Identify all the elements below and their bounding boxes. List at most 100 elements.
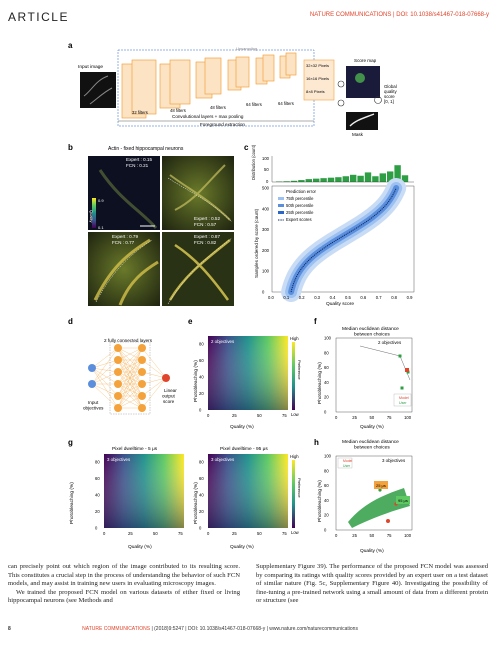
- e-xlabel: Quality (%): [230, 424, 254, 430]
- c-xtick: 0.1: [283, 295, 289, 300]
- b-f1: FCN : 0.21: [126, 163, 149, 168]
- d-edge: [117, 347, 143, 397]
- d-hidden-node: [114, 380, 122, 388]
- d-edge: [141, 359, 167, 379]
- g-pref: Preference: [297, 478, 302, 498]
- f-user-point: [400, 386, 404, 390]
- h-user-point: [378, 488, 382, 492]
- a-input-texture: [83, 75, 113, 105]
- g2-ticks-xtick: 25: [232, 531, 237, 536]
- g-ylabel1: Photobleaching (%): [69, 482, 75, 524]
- c-ytick: 100: [262, 269, 270, 274]
- c-hist-bar: [387, 171, 394, 182]
- h-badge-95: [396, 496, 410, 504]
- d-hidden-node: [114, 344, 122, 352]
- a-sum-node: [374, 96, 382, 104]
- h-legend: [337, 457, 353, 469]
- c-histogram: [276, 165, 409, 182]
- d-hidden-node: [138, 368, 146, 376]
- f-ticks-xtick: 75: [387, 415, 392, 420]
- d-input-label: Input objectives: [83, 400, 104, 411]
- a-fg-label: Foreground extraction: [200, 122, 245, 127]
- h-ticks-ytick: 60: [324, 483, 329, 488]
- e-ticks-xtick: 50: [257, 413, 262, 418]
- c-hist-bar: [335, 177, 342, 182]
- c-leg-50: 50th percentile: [286, 203, 314, 208]
- f-xlabel: Quality (%): [360, 424, 384, 430]
- e-ticks-ytick: 0: [199, 408, 202, 413]
- d-edge: [117, 347, 143, 409]
- d-edge: [91, 367, 119, 385]
- d-edge: [141, 377, 167, 397]
- d-edge: [91, 383, 119, 397]
- f-ticks-ytick: 20: [324, 395, 329, 400]
- c-hist-ytick-50: 50: [264, 167, 269, 172]
- c-xtick: 0.2: [299, 295, 305, 300]
- h-ticks-ytick: 20: [324, 513, 329, 518]
- d-edge: [117, 371, 143, 409]
- a-pix32: 32×32 Pixels: [306, 63, 329, 68]
- a-filters-48b: 48 filters: [210, 105, 226, 110]
- g2-ticks-ytick: 0: [199, 526, 202, 531]
- g2-ticks-xtick: 75: [282, 531, 287, 536]
- a-pix8: 8×8 Pixels: [306, 89, 325, 94]
- d-hidden-frame: [109, 341, 151, 415]
- c-hist-bar: [401, 175, 409, 182]
- d-edge: [91, 359, 119, 385]
- d-edge: [141, 371, 167, 379]
- label-g: g: [68, 438, 73, 447]
- d-hidden-node: [138, 380, 146, 388]
- e-ticks-ytick: 20: [199, 391, 204, 396]
- g1-ticks-xtick: 50: [153, 531, 158, 536]
- a-conv-stack: [121, 52, 297, 119]
- h-ticks-ytick: 80: [324, 468, 329, 473]
- footer-journal: NATURE COMMUNICATIONS: [82, 626, 151, 632]
- c-ytick: 0: [262, 290, 265, 295]
- e-inner: 2 objectives: [211, 339, 235, 344]
- d-input-node: [88, 380, 96, 388]
- a-filters-64a: 64 filters: [246, 102, 262, 107]
- b-f3: FCN : 0.77: [112, 240, 135, 245]
- label-e: e: [188, 317, 193, 326]
- h-ylabel: Photobleaching (%): [317, 480, 323, 522]
- a-mask-label: Mask: [352, 132, 364, 137]
- c-leg-title: Prediction error: [286, 189, 317, 194]
- c-hist-bar: [350, 174, 357, 182]
- g-xlabel2: Quality (%): [230, 544, 254, 550]
- h-leg1: Model: [343, 459, 352, 463]
- h-ticks-xtick: 75: [387, 533, 392, 538]
- journal-doi: NATURE COMMUNICATIONS | DOI: 10.1038/s41…: [309, 12, 489, 18]
- a-plus-node: [337, 80, 345, 88]
- a-pix16: 16×16 Pixels: [306, 76, 329, 81]
- d-title: 2 fully connected layers: [104, 338, 153, 343]
- c-xtick: 0.8: [391, 295, 397, 300]
- c-hist-ylabel: Distribution (count): [251, 144, 256, 180]
- a-pix-box: [303, 59, 335, 101]
- c-hist-ytick-0: 0: [266, 179, 269, 184]
- f-leg2: User: [399, 401, 407, 405]
- c-hist-bar: [364, 172, 372, 182]
- d-output-label: Linear output score: [162, 388, 177, 404]
- c-hist-bar: [298, 180, 305, 182]
- d-edge: [117, 347, 143, 385]
- g1-ticks-xtick: 25: [128, 531, 133, 536]
- c-hist-bar: [372, 176, 379, 182]
- b-f4: FCN : 0.82: [194, 240, 217, 245]
- d-edge: [117, 347, 143, 373]
- d-network: [88, 341, 170, 415]
- c-ylabel: Samples ordered by score (count): [254, 208, 259, 278]
- h-ticks-xtick: 0: [335, 533, 338, 538]
- a-upsampling: Upsampling: [236, 46, 257, 51]
- e-ticks-ytick: 80: [199, 342, 204, 347]
- article-label: ARTICLE: [8, 10, 69, 24]
- e-ticks-xtick: 25: [232, 413, 237, 418]
- f-ticks-xtick: 50: [370, 415, 375, 420]
- b-cb-bot: 0.1: [98, 225, 104, 230]
- c-xlabel: Quality score: [326, 301, 354, 307]
- d-edge: [91, 347, 119, 369]
- a-mask-shape: [349, 113, 375, 127]
- c-ytick: 400: [262, 206, 270, 211]
- c-xtick: 0.9: [407, 295, 413, 300]
- c-hist-bar: [320, 178, 327, 182]
- footer-rest: | (2018)9:5247 | DOI: 10.1038/s41467-018…: [151, 626, 358, 632]
